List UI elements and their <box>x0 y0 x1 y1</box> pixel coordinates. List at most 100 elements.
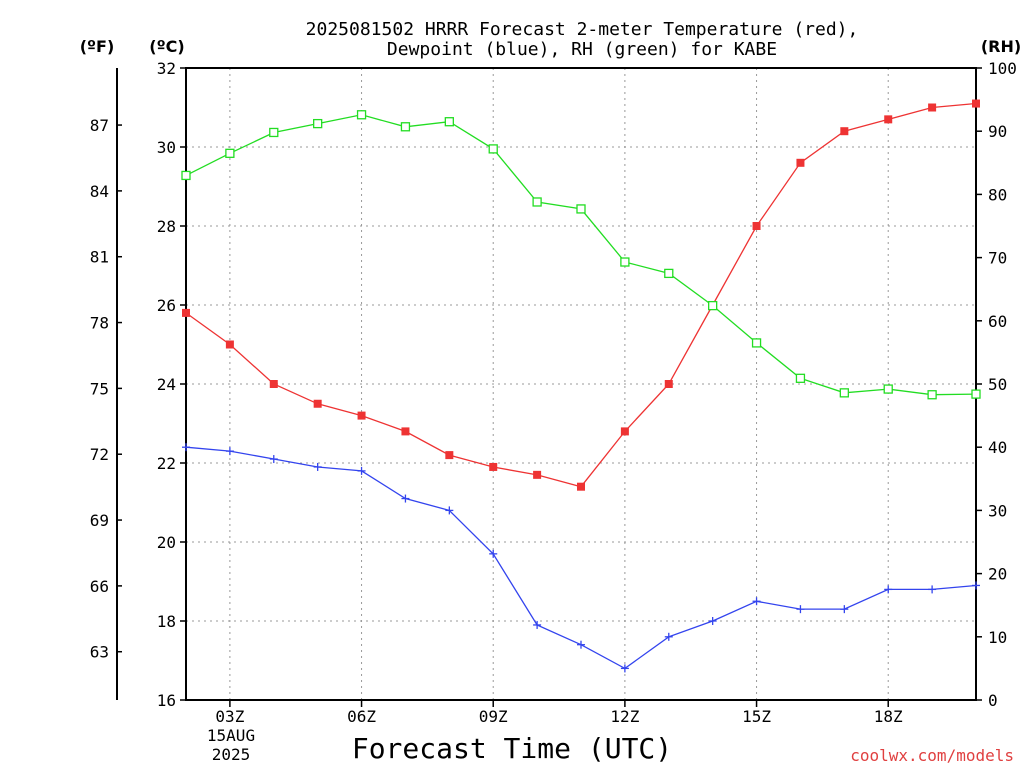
temperature-point <box>445 451 454 460</box>
x-axis-title: Forecast Time (UTC) <box>352 732 672 765</box>
rh-tick-label: 10 <box>988 628 1007 647</box>
temperature-point <box>972 99 980 108</box>
c-tick-label: 22 <box>157 454 176 473</box>
c-tick-label: 20 <box>157 533 176 552</box>
c-tick-label: 32 <box>157 59 176 78</box>
rh-tick-label: 20 <box>988 565 1007 584</box>
dewpoint-point <box>972 581 980 590</box>
rh-point <box>839 388 849 398</box>
f-tick-label: 75 <box>90 379 109 398</box>
dewpoint-point <box>796 605 805 614</box>
unit-c-label: (ºC) <box>149 37 184 56</box>
temperature-point <box>620 427 629 436</box>
temperature-point <box>269 380 278 388</box>
axes: 03Z 06Z 09Z 12Z 15Z 18Z 16 18 20 22 24 26 28 30 32 63 66… <box>90 59 1017 726</box>
rh-point <box>400 122 411 132</box>
dewpoint-point <box>840 605 849 614</box>
c-tick-label: 24 <box>157 375 176 394</box>
rh-tick-label: 60 <box>988 312 1007 331</box>
grid <box>186 68 976 700</box>
rh-point <box>708 300 718 311</box>
chart-title-line1: 2025081502 HRRR Forecast 2-meter Tempera… <box>306 19 859 40</box>
temperature-point <box>313 399 322 408</box>
dewpoint-point <box>752 597 761 606</box>
x-tick-label: 18Z <box>874 707 903 726</box>
temperature-line <box>185 102 977 488</box>
date-label-line2: 2025 <box>212 745 251 764</box>
temperature-point <box>357 411 366 420</box>
dewpoint-point <box>708 617 717 625</box>
date-label-line1: 15AUG <box>207 726 255 745</box>
rh-point <box>971 389 981 399</box>
temperature-point <box>840 127 849 136</box>
rh-tick-label: 80 <box>988 185 1007 204</box>
rh-point <box>883 384 893 394</box>
temperature-point <box>884 115 893 124</box>
rh-point <box>927 390 937 400</box>
f-tick-label: 72 <box>90 445 109 464</box>
temperature-point <box>489 462 498 471</box>
rh-point <box>313 118 323 129</box>
c-tick-label: 28 <box>157 217 176 236</box>
x-tick-label: 12Z <box>610 707 639 726</box>
x-tick-label: 09Z <box>479 707 508 726</box>
dewpoint-point <box>489 549 498 558</box>
dewpoint-point <box>313 462 322 471</box>
rh-point <box>576 204 586 214</box>
rh-tick-label: 40 <box>988 438 1007 457</box>
dewpoint-point <box>577 640 585 649</box>
dewpoint-line <box>185 446 977 670</box>
x-tick-label: 06Z <box>347 707 376 726</box>
rh-tick-label: 30 <box>988 501 1007 520</box>
c-tick-label: 16 <box>157 691 176 710</box>
rh-tick-label: 90 <box>988 122 1007 141</box>
rh-point <box>356 110 367 120</box>
rh-tick-label: 100 <box>988 59 1017 78</box>
rh-point <box>488 144 498 154</box>
x-tick-label: 15Z <box>742 707 771 726</box>
temperature-point <box>664 380 673 388</box>
temperature-point <box>401 427 410 436</box>
watermark: coolwx.com/models <box>850 746 1014 765</box>
f-tick-label: 78 <box>90 314 109 333</box>
f-tick-label: 84 <box>90 182 109 201</box>
temperature-point <box>928 103 937 112</box>
c-tick-label: 30 <box>157 138 176 157</box>
rh-point <box>751 338 762 348</box>
rh-point <box>795 373 806 383</box>
dewpoint-point <box>182 443 190 452</box>
unit-f-label: (ºF) <box>80 37 115 56</box>
f-tick-label: 87 <box>90 116 109 135</box>
plot-frame <box>185 67 977 701</box>
dewpoint-point <box>928 585 937 594</box>
dewpoint-point <box>269 455 278 464</box>
dewpoint-point <box>445 506 454 515</box>
f-tick-label: 69 <box>90 511 109 530</box>
rh-tick-label: 0 <box>988 691 998 710</box>
dewpoint-point <box>620 664 629 673</box>
rh-point <box>181 170 191 181</box>
rh-tick-label: 50 <box>988 375 1007 394</box>
c-tick-label: 18 <box>157 612 176 631</box>
dewpoint-point <box>225 447 234 456</box>
rh-point <box>532 197 542 207</box>
temperature-point <box>796 158 805 167</box>
c-tick-label: 26 <box>157 296 176 315</box>
chart-title-line2: Dewpoint (blue), RH (green) for KABE <box>387 39 777 60</box>
rh-line <box>185 114 977 396</box>
dewpoint-point <box>401 494 410 503</box>
f-tick-label: 81 <box>90 248 109 267</box>
x-tick-label: 03Z <box>215 707 244 726</box>
rh-point <box>269 127 279 138</box>
dewpoint-point <box>357 466 366 475</box>
temperature-point <box>752 222 761 230</box>
rh-point <box>664 268 674 279</box>
temperature-point <box>533 470 542 479</box>
rh-point <box>620 257 630 267</box>
f-tick-label: 66 <box>90 577 109 596</box>
dewpoint-point <box>884 585 893 594</box>
rh-point <box>225 148 235 158</box>
temperature-point <box>182 308 190 317</box>
dewpoint-point <box>664 632 673 641</box>
